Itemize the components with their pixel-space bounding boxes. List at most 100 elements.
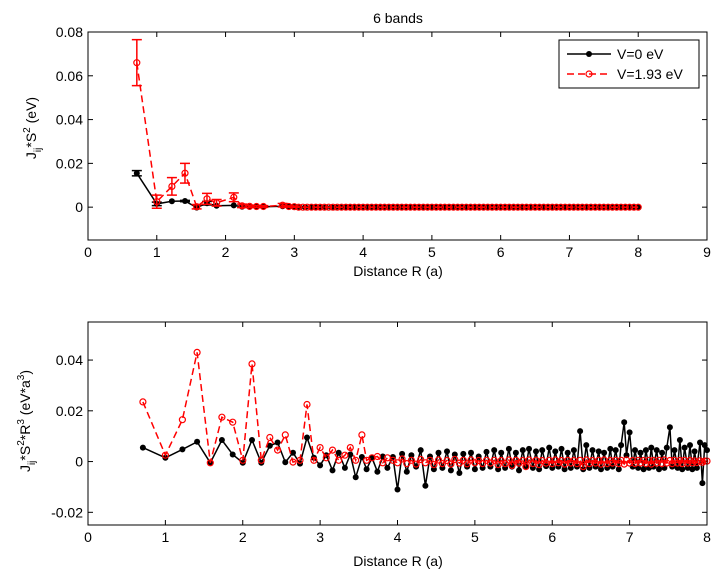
bot-data-point bbox=[218, 437, 225, 443]
top-x-tick-label: 3 bbox=[290, 244, 298, 260]
bot-data-point bbox=[358, 431, 366, 439]
top-data-point bbox=[617, 203, 625, 211]
bot-data-point bbox=[483, 448, 490, 455]
bottom-y-label-sup2: 3 bbox=[16, 419, 27, 425]
bot-data-point bbox=[434, 456, 443, 464]
top-data-point bbox=[634, 203, 642, 211]
top-y-label-base: J bbox=[23, 152, 39, 159]
bot-data-point bbox=[653, 447, 660, 454]
bot-data-point bbox=[447, 467, 454, 474]
bot-data-point bbox=[282, 459, 289, 466]
top-data-point bbox=[514, 203, 522, 211]
top-data-point bbox=[230, 193, 238, 201]
bot-x-tick-label: 2 bbox=[239, 529, 247, 545]
top-data-point bbox=[595, 203, 604, 211]
bot-data-point bbox=[352, 474, 359, 481]
top-data-point bbox=[565, 203, 574, 211]
bot-data-point bbox=[589, 447, 596, 454]
bottom-y-label-unit-pre: (eV*a bbox=[17, 380, 33, 419]
top-data-point bbox=[312, 203, 320, 211]
bottom-x-axis-label: Distance R (a) bbox=[353, 553, 442, 569]
bot-data-point bbox=[363, 466, 370, 473]
bot-data-point bbox=[451, 455, 459, 464]
bot-y-tick-label: 0 bbox=[75, 454, 83, 470]
bot-data-point bbox=[218, 413, 226, 421]
top-data-point bbox=[561, 203, 569, 211]
top-data-point bbox=[182, 198, 188, 204]
chart-top: 6 bands 0 0.02 0.04 0.06 0.08 0 1 2 3 4 5 6 7 8 9 Dis… bbox=[22, 10, 711, 279]
bot-data-point bbox=[179, 446, 186, 453]
top-data-point bbox=[359, 203, 367, 211]
top-data-point bbox=[492, 203, 500, 211]
bot-y-tick-label: -0.02 bbox=[51, 504, 83, 520]
bot-data-point bbox=[316, 444, 324, 452]
top-data-point bbox=[488, 203, 496, 211]
top-data-point bbox=[246, 202, 254, 210]
top-data-point bbox=[454, 203, 462, 211]
top-data-point bbox=[557, 203, 565, 211]
bot-data-point bbox=[525, 456, 533, 464]
top-x-tick-label: 8 bbox=[634, 244, 642, 260]
bot-data-point bbox=[468, 449, 474, 456]
top-data-point bbox=[591, 203, 599, 211]
top-y-tick-label: 0.08 bbox=[56, 24, 83, 40]
bot-data-point bbox=[451, 451, 458, 458]
bot-data-point bbox=[539, 447, 546, 454]
top-data-point bbox=[428, 203, 436, 211]
top-x-axis-label: Distance R (a) bbox=[353, 263, 442, 279]
bot-data-point bbox=[303, 400, 311, 409]
bot-data-point bbox=[658, 460, 666, 468]
bottom-y-axis-label: Jij*S2*R3 (eV*a3) bbox=[16, 370, 38, 472]
bot-data-point bbox=[317, 462, 324, 469]
bot-data-point bbox=[632, 447, 638, 454]
bot-data-point bbox=[417, 447, 424, 454]
bot-data-point bbox=[577, 428, 584, 435]
top-x-tick-labels: 0 1 2 3 4 5 6 7 8 9 bbox=[84, 244, 711, 260]
bot-data-point bbox=[412, 460, 420, 468]
top-data-point bbox=[325, 203, 333, 211]
top-data-point bbox=[385, 203, 393, 211]
bot-data-point bbox=[674, 464, 681, 471]
top-data-point bbox=[299, 203, 307, 211]
bot-data-point bbox=[570, 447, 577, 454]
bot-data-point bbox=[379, 459, 387, 467]
bot-data-point bbox=[447, 460, 455, 468]
bot-data-point bbox=[615, 466, 622, 473]
top-data-point bbox=[479, 203, 488, 211]
bottom-y-label-sup: 2 bbox=[16, 440, 27, 446]
bot-data-point bbox=[310, 456, 318, 464]
bottom-y-label-base: J bbox=[17, 465, 33, 472]
bot-data-point bbox=[693, 464, 700, 471]
bot-data-point bbox=[701, 457, 709, 465]
bot-data-point bbox=[546, 444, 553, 451]
legend-box bbox=[558, 39, 700, 89]
bot-data-point bbox=[508, 461, 516, 469]
top-y-tick-label: 0 bbox=[75, 199, 83, 215]
bot-y-tick-label: 0.04 bbox=[56, 352, 83, 368]
top-data-point bbox=[484, 203, 492, 211]
top-data-point bbox=[518, 203, 526, 211]
bot-data-point bbox=[491, 447, 498, 454]
bot-data-point bbox=[373, 452, 381, 461]
top-data-point bbox=[630, 203, 638, 211]
bot-data-point bbox=[701, 442, 708, 449]
top-data-point bbox=[424, 203, 432, 211]
bot-x-tick-label: 8 bbox=[703, 529, 711, 545]
top-data-point bbox=[402, 203, 410, 211]
bot-data-point bbox=[579, 463, 587, 471]
top-y-label-sub: ij bbox=[33, 148, 44, 152]
top-data-point bbox=[497, 203, 505, 211]
top-data-point bbox=[432, 203, 440, 211]
top-x-tick-label: 7 bbox=[566, 244, 574, 260]
bot-data-point bbox=[681, 444, 688, 451]
bot-data-point bbox=[443, 456, 451, 465]
top-data-point bbox=[544, 203, 552, 211]
bot-data-point bbox=[178, 416, 186, 424]
bot-data-point bbox=[656, 466, 662, 473]
bot-data-point bbox=[229, 451, 236, 458]
top-data-point bbox=[372, 203, 380, 211]
bot-data-point bbox=[274, 446, 282, 454]
bot-data-point bbox=[564, 449, 571, 456]
